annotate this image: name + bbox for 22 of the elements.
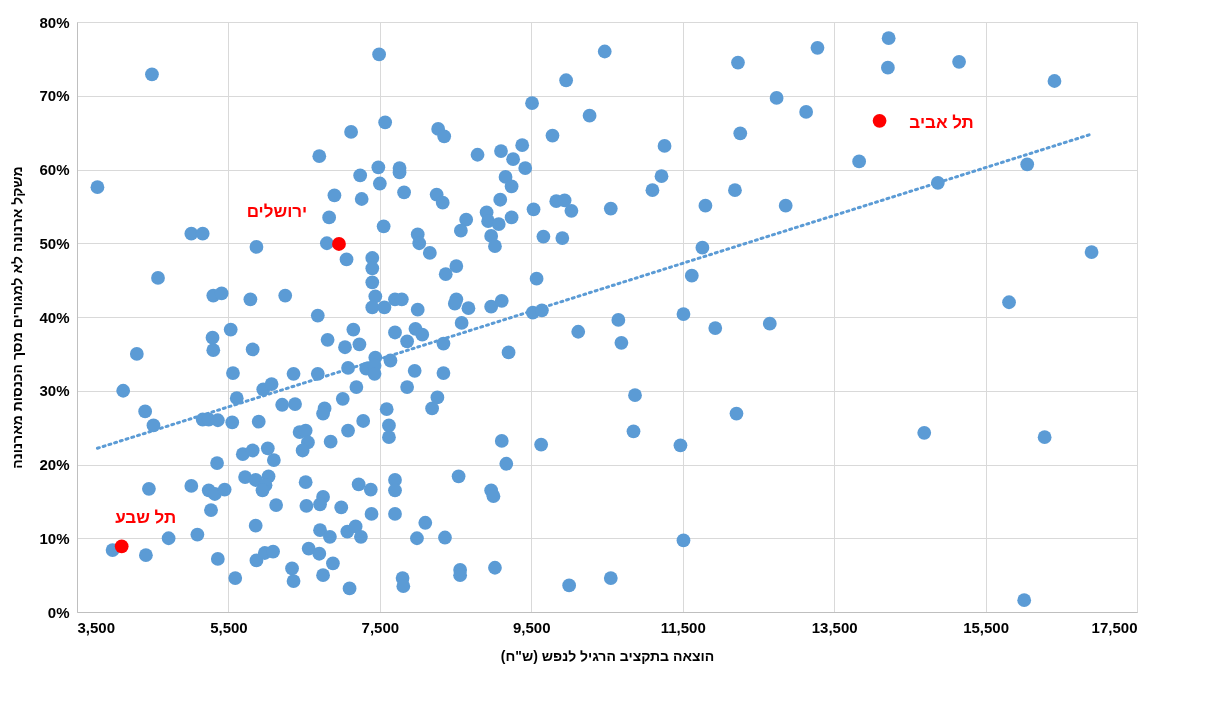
annotation: תל אביב xyxy=(909,112,974,132)
x-tick-label: 17,500 xyxy=(1091,618,1138,636)
y-tick-label: 10% xyxy=(39,529,70,547)
x-tick-label: 11,500 xyxy=(660,618,706,636)
y-tick-label: 30% xyxy=(39,382,70,400)
x-tick-label: 9,500 xyxy=(513,618,551,636)
y-tick-label: 40% xyxy=(39,308,70,326)
y-tick-label: 60% xyxy=(39,161,70,178)
y-tick-label: 80% xyxy=(39,13,70,31)
y-tick-label: 50% xyxy=(39,234,70,252)
x-tick-label: 15,500 xyxy=(963,618,1010,636)
x-axis-title: הוצאה בתקציב הרגיל לנפש (ש"ח) xyxy=(500,647,715,664)
y-tick-label: 20% xyxy=(39,456,70,473)
x-tick-label: 3,500 xyxy=(77,618,116,636)
x-tick-label: 5,500 xyxy=(210,618,248,636)
annotation: ירושלים xyxy=(246,201,308,221)
y-axis-title: משקל ארנונה לא למגורים מסך הכנסות מארנונה xyxy=(9,166,26,469)
y-tick-label: 70% xyxy=(39,87,70,105)
y-tick-label: 0% xyxy=(47,603,70,621)
x-tick-label: 7,500 xyxy=(361,618,400,636)
x-tick-label: 13,500 xyxy=(811,618,858,636)
annotation: תל שבע xyxy=(115,508,177,528)
